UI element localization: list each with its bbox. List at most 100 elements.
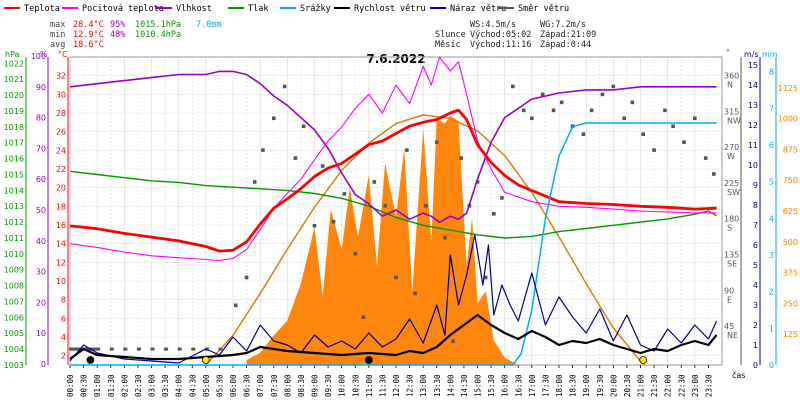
- wind-direction-point: [136, 347, 141, 351]
- wind-direction-point: [641, 132, 646, 136]
- x-tick-label: 22:30: [677, 374, 686, 397]
- dir-tick-compass: E: [727, 295, 732, 304]
- temp-tick-label: 16: [56, 221, 66, 230]
- wind-direction-point: [622, 116, 626, 121]
- dir-tick-compass: S: [727, 224, 732, 233]
- pct-tick-label: 90: [36, 83, 46, 92]
- wind-direction-point: [434, 140, 439, 144]
- x-tick-label: 11:30: [378, 374, 387, 397]
- wind-direction-point: [244, 275, 249, 280]
- mm-tick-label: 1: [769, 324, 774, 333]
- legend: Teplota Pocitová teplota Vlhkost Tlak Srážky…: [4, 4, 569, 14]
- ms-tick-label: 5: [753, 261, 758, 270]
- pct-tick-label: 10: [36, 329, 46, 338]
- stat-avg-temp: 18.6°C: [73, 40, 104, 50]
- dir-tick-compass: SW: [727, 188, 740, 197]
- x-tick-label: 13:30: [433, 374, 442, 397]
- hpa-tick-label: 1006: [4, 313, 24, 322]
- x-tick-label: 08:00: [283, 374, 292, 397]
- hpa-tick-label: 1003: [4, 361, 24, 370]
- wind-direction-point: [394, 275, 398, 280]
- wind-direction-point: [551, 108, 556, 113]
- series-teplota: [69, 108, 717, 253]
- wm2-tick-label: 500: [783, 238, 798, 247]
- marker-dot: [201, 356, 210, 364]
- wind-direction-point: [69, 347, 73, 351]
- x-tick-label: 01:30: [107, 374, 116, 397]
- series-rychlost-v-tru: [69, 313, 718, 361]
- x-tick-label: 18:30: [569, 374, 578, 397]
- legend-item-label: Vlhkost: [176, 4, 212, 14]
- wind-direction-point: [693, 116, 697, 121]
- wind-direction-point: [320, 164, 325, 168]
- ms-tick-label: 12: [748, 121, 758, 130]
- x-tick-label: 00:00: [66, 374, 75, 397]
- marker-dot: [86, 356, 95, 364]
- stat-min-temp: 12.9°C: [73, 30, 104, 40]
- x-tick-label: 06:30: [243, 374, 252, 397]
- x-tick-label: 03:30: [161, 374, 170, 397]
- temp-tick-label: 6: [61, 314, 66, 323]
- mm-tick-label: 2: [769, 288, 774, 297]
- temp-tick-label: 20: [56, 184, 66, 193]
- stat-min-hum: 48%: [110, 30, 125, 40]
- hpa-tick-label: 1004: [4, 345, 24, 354]
- ms-tick-label: 7: [753, 221, 758, 230]
- wind-direction-point: [413, 291, 417, 296]
- wm2-tick-label: 1125: [778, 84, 798, 93]
- wind-direction-point: [540, 92, 545, 97]
- hpa-tick-label: 1010: [4, 250, 24, 259]
- legend-item-label: Náraz větru: [450, 4, 506, 14]
- wind-direction-point: [559, 100, 564, 105]
- wind-direction-point: [312, 223, 317, 228]
- series-solar-area: [246, 116, 519, 365]
- hpa-tick-label: 1020: [4, 91, 24, 100]
- series-vlhkost: [69, 70, 717, 224]
- pct-tick-label: 60: [36, 175, 46, 184]
- stat-min-label: min: [50, 30, 65, 40]
- series-tlak: [69, 170, 717, 239]
- wind-direction-point: [301, 124, 306, 129]
- wind-direction-point: [372, 180, 377, 184]
- legend-item-label: Tlak: [248, 4, 268, 14]
- mm-tick-label: 8: [769, 68, 774, 77]
- moonrise: Východ:11:16: [470, 40, 531, 50]
- mm-axis-label: mm: [762, 50, 778, 59]
- ms-tick-label: 6: [753, 241, 758, 250]
- wind-direction-point: [77, 347, 82, 351]
- x-tick-label: 17:30: [541, 374, 550, 397]
- wind-direction-point: [282, 84, 287, 89]
- legend-item-label: Pocitová teplota: [82, 4, 164, 14]
- wind-direction-point: [521, 108, 526, 113]
- stat-min-press: 1010.4hPa: [135, 30, 181, 40]
- wind-direction-point: [123, 347, 128, 351]
- x-tick-label: 07:00: [256, 374, 265, 397]
- wind-direction-point: [331, 219, 336, 224]
- dir-tick-compass: SE: [727, 260, 737, 269]
- wind-direction-point: [218, 347, 223, 351]
- pct-tick-label: 70: [36, 144, 46, 153]
- wind-direction-point: [383, 204, 387, 208]
- wind-direction-point: [611, 84, 616, 89]
- temp-tick-label: 4: [61, 333, 66, 342]
- stat-max-press: 1015.1hPa: [135, 20, 181, 30]
- temp-tick-label: 12: [56, 258, 66, 267]
- x-tick-label: 13:00: [419, 374, 428, 397]
- ms-tick-label: 2: [753, 321, 758, 330]
- wind-direction-point: [451, 339, 455, 343]
- dir-tick-label: 135: [724, 251, 739, 260]
- wind-direction-point: [712, 172, 716, 176]
- dir-tick-compass: NE: [727, 331, 738, 340]
- wind-direction-point: [74, 347, 79, 351]
- hpa-tick-label: 1007: [4, 297, 24, 306]
- temp-tick-label: 2: [61, 352, 66, 361]
- x-tick-label: 01:00: [93, 374, 102, 397]
- x-tick-label: 12:00: [392, 374, 401, 397]
- x-tick-label: 14:00: [446, 374, 455, 397]
- pct-tick-label: 30: [36, 268, 46, 277]
- wind-direction-point: [293, 156, 298, 160]
- mm-tick-label: 0: [769, 361, 774, 370]
- dir-tick-label: 90: [724, 286, 734, 295]
- wind-direction-point: [177, 347, 182, 351]
- temp-axis-label: °C: [58, 50, 68, 59]
